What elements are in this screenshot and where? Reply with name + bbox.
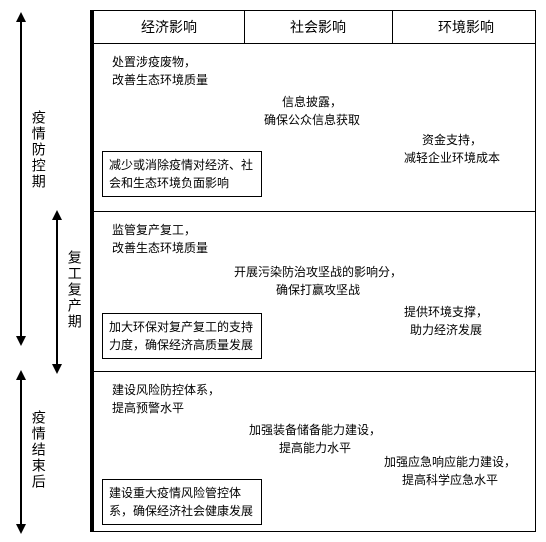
main-grid: 经济影响 社会影响 环境影响 处置涉疫废物， 改善生态环境质量 信息披露， 确保… <box>90 10 536 532</box>
cell-r3-econ-a: 建设风险防控体系， 提高预警水平 <box>112 381 220 417</box>
cell-r1-social: 信息披露， 确保公众信息获取 <box>264 93 360 129</box>
cell-r2-econ-b: 加大环保对复产复工的支持力度，确保经济高质量发展 <box>102 313 262 359</box>
cell-r3-env: 加强应急响应能力建设， 提高科学应急水平 <box>384 453 516 489</box>
cell-r3-social: 加强装备储备能力建设， 提高能力水平 <box>249 421 381 457</box>
cell-r2-env: 提供环境支撑， 助力经济发展 <box>404 303 488 339</box>
hline-header <box>94 43 535 44</box>
hline-row1 <box>94 211 535 212</box>
header-economic: 经济影响 <box>94 11 244 43</box>
cell-r1-econ-b: 减少或消除疫情对经济、社会和生态环境负面影响 <box>102 151 262 197</box>
cell-r3-econ-b: 建设重大疫情风险管控体系，确保经济社会健康发展 <box>102 479 262 525</box>
arrow-period-control <box>20 20 22 338</box>
cell-r2-econ-a: 监管复产复工， 改善生态环境质量 <box>112 221 208 257</box>
label-period-resume: 复工复产期 <box>64 250 81 330</box>
cell-r2-social: 开展污染防治攻坚战的影响分， 确保打赢攻坚战 <box>234 263 402 299</box>
label-period-after: 疫情结束后 <box>28 410 45 490</box>
label-period-control: 疫情防控期 <box>28 110 45 190</box>
arrow-period-resume <box>56 218 58 366</box>
cell-r1-econ-a: 处置涉疫废物， 改善生态环境质量 <box>112 53 208 89</box>
header-social: 社会影响 <box>244 11 392 43</box>
period-axis: 疫情防控期 复工复产期 疫情结束后 <box>10 10 90 532</box>
header-environment: 环境影响 <box>392 11 540 43</box>
diagram-root: 疫情防控期 复工复产期 疫情结束后 经济影响 社会影响 环境影响 处置涉疫废物，… <box>10 10 536 532</box>
cell-r1-env: 资金支持， 减轻企业环境成本 <box>404 131 500 167</box>
arrow-period-after <box>20 378 22 526</box>
hline-row2 <box>94 371 535 372</box>
